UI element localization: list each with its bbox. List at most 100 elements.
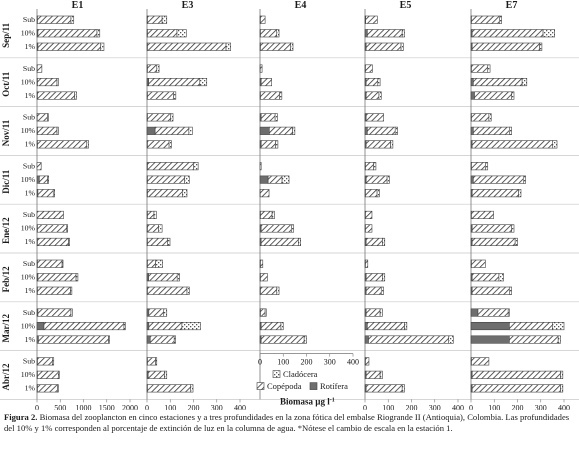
- bar-e3-cladócera: [182, 189, 188, 198]
- bar-e3-copépoda: [147, 15, 163, 24]
- bar-e7-cladócera: [509, 286, 512, 295]
- bar-e7-cladócera: [521, 78, 528, 87]
- x-tick-label: 200: [188, 403, 200, 410]
- bar-e5-copépoda: [365, 224, 373, 233]
- depth-label: Sub: [23, 64, 35, 73]
- bar-e7-rotífera: [470, 78, 474, 87]
- station-header-e5: E5: [400, 0, 412, 11]
- bar-e4-copépoda: [259, 189, 270, 198]
- bar-e7-copépoda: [471, 140, 553, 149]
- bar-e5-cladócera: [380, 286, 384, 295]
- bar-e3-cladócera: [193, 162, 199, 171]
- bar-e5-rotífera: [364, 126, 368, 135]
- bar-e3-cladócera: [186, 286, 190, 295]
- chart-figure: E1 E3 E4 E5 E7 Sep/11 Sub 10% 1% Oct/11 Sub 10% 1% No…: [0, 0, 579, 412]
- bar-e7-cladócera: [511, 224, 515, 233]
- depth-label: 1%: [25, 42, 36, 51]
- bar-e5-cladócera: [401, 29, 405, 38]
- bar-e4-cladócera: [281, 175, 290, 184]
- bar-e7-cladócera: [507, 308, 510, 317]
- bar-e3-cladócera: [155, 259, 163, 268]
- bar-e7-copépoda: [474, 91, 512, 100]
- month-label-feb-12: Feb/12: [1, 266, 11, 292]
- bar-e7-rotífera: [470, 126, 474, 135]
- bar-e5-cladócera: [394, 126, 398, 135]
- bar-e3-copépoda: [147, 384, 192, 393]
- bar-e7-rotífera: [470, 335, 510, 344]
- x-tick-label: 300: [429, 403, 441, 410]
- bar-e1-copépoda: [37, 224, 68, 233]
- bar-e3-copépoda: [147, 140, 170, 149]
- bar-e7-cladócera: [518, 189, 522, 198]
- depth-label: 10%: [21, 77, 36, 86]
- depth-label: 1%: [25, 140, 36, 149]
- bar-e5-copépoda: [365, 237, 383, 246]
- bar-e7-cladócera: [560, 384, 564, 393]
- bar-e4-copépoda: [260, 78, 272, 87]
- bar-e4-cladócera: [264, 308, 267, 317]
- bar-e7-copépoda: [471, 15, 500, 24]
- station-header-e3: E3: [182, 0, 194, 11]
- depth-label: Sub: [23, 308, 35, 317]
- bar-e5-copépoda: [365, 259, 369, 268]
- x-tick-label: 400: [234, 403, 246, 410]
- x-tick-label: 2000: [122, 403, 138, 410]
- bar-e1-cladócera: [47, 113, 49, 122]
- bar-e1-copépoda: [37, 15, 72, 24]
- depth-label: 1%: [25, 237, 36, 246]
- bar-e4-cladócera: [303, 335, 307, 344]
- bar-e5-cladócera: [379, 308, 383, 317]
- bar-e7-copépoda: [471, 42, 540, 51]
- bar-e1-copépoda: [37, 286, 71, 295]
- legend-label-cladocera: Cladócera: [283, 369, 318, 379]
- x-tick-label: 100: [164, 403, 176, 410]
- bar-e5-rotífera: [364, 335, 369, 344]
- bar-e1-copépoda: [37, 308, 72, 317]
- bar-e3-cladócera: [176, 29, 187, 38]
- bar-e1-cladócera: [61, 259, 64, 268]
- bar-e4-copépoda: [260, 15, 266, 24]
- depth-label: 1%: [25, 335, 36, 344]
- bar-e1-rotífera: [36, 175, 40, 184]
- bar-e4-cladócera: [292, 126, 296, 135]
- x-tick-label: 400: [347, 358, 359, 367]
- bar-e1-copépoda: [37, 91, 75, 100]
- bar-e5-copépoda: [365, 15, 378, 24]
- bar-e3-cladócera: [173, 335, 176, 344]
- bar-e5-copépoda: [365, 113, 384, 122]
- bar-e4-copépoda: [259, 64, 263, 73]
- bar-e1-copépoda: [37, 189, 54, 198]
- x-tick-label: 300: [535, 403, 547, 410]
- bar-e1-copépoda: [38, 335, 109, 344]
- bar-e3-cladócera: [158, 224, 163, 233]
- bar-e7-copépoda: [509, 321, 553, 331]
- bar-e3-cladócera: [199, 78, 208, 87]
- bar-e5-copépoda: [365, 273, 383, 282]
- bar-e3-cladócera: [170, 113, 174, 122]
- depth-label: 10%: [21, 224, 36, 233]
- bar-e4-copépoda: [260, 91, 280, 100]
- bar-e3-cladócera: [156, 64, 160, 73]
- bar-e5-copépoda: [365, 286, 382, 295]
- bar-e3-copépoda: [148, 308, 165, 317]
- x-axis-title: Biomasa µg l-1: [280, 397, 335, 407]
- bar-e4-cladócera: [274, 113, 278, 122]
- depth-label: 10%: [21, 370, 36, 379]
- bar-e7-copépoda: [471, 357, 490, 366]
- bar-e5-cladócera: [390, 140, 394, 149]
- bar-e1-cladócera: [66, 224, 68, 233]
- bar-e7-cladócera: [499, 15, 502, 24]
- bar-e3-rotífera: [146, 126, 156, 135]
- bar-e3-cladócera: [163, 308, 168, 317]
- bar-e3-copépoda: [154, 126, 190, 135]
- bar-e7-cladócera: [485, 162, 489, 171]
- bar-e1-copépoda: [37, 29, 98, 38]
- bar-e1-cladócera: [52, 189, 55, 198]
- bar-e3-cladócera: [176, 273, 180, 282]
- bar-e7-copépoda: [471, 64, 489, 73]
- bar-e3-cladócera: [167, 237, 171, 246]
- bar-e7-copépoda: [509, 335, 559, 344]
- bar-e5-rotífera: [364, 29, 368, 38]
- bar-e5-copépoda: [367, 29, 403, 38]
- bar-e3-cladócera: [164, 370, 168, 379]
